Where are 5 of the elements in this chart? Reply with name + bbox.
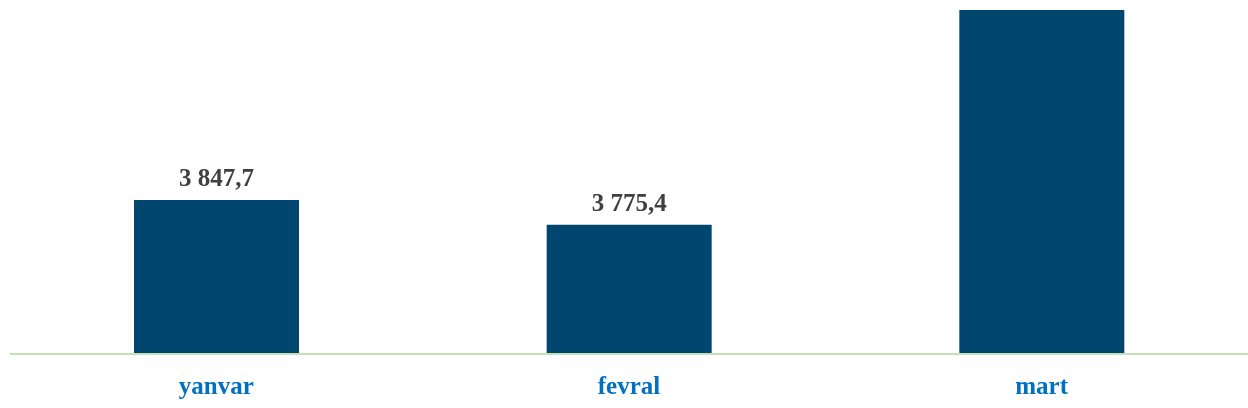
data-label: 3 847,7 <box>179 163 254 191</box>
x-tick-label: fevral <box>597 371 661 399</box>
x-tick-label: yanvar <box>178 371 254 399</box>
x-tick-label: mart <box>1015 371 1069 399</box>
data-label: 3 775,4 <box>591 188 668 216</box>
